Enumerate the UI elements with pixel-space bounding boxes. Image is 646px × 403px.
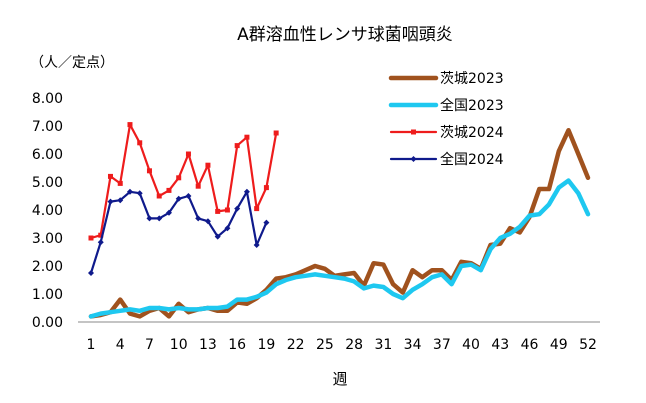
data-point <box>214 233 221 240</box>
data-point <box>166 187 172 193</box>
data-point <box>97 239 104 246</box>
data-point <box>176 175 182 181</box>
data-point <box>185 151 191 157</box>
x-tick-label: 4 <box>116 337 125 353</box>
data-point <box>146 168 152 174</box>
x-tick-label: 52 <box>579 337 597 353</box>
data-point <box>195 183 201 189</box>
series-line-2 <box>88 178 591 319</box>
legend-marker <box>411 129 416 135</box>
data-point <box>146 215 153 222</box>
chart-title: A群溶血性レンサ球菌咽頭炎 <box>237 25 453 45</box>
y-axis-label: （人／定点） <box>30 55 114 71</box>
data-point <box>88 235 94 241</box>
data-point <box>234 205 241 212</box>
x-tick-label: 46 <box>521 337 539 353</box>
x-tick-label: 31 <box>374 337 392 353</box>
legend: 茨城2023 全国2023 茨城2024 全国2024 <box>388 71 504 168</box>
data-point <box>234 143 240 149</box>
legend-marker <box>410 156 417 162</box>
data-point <box>254 206 260 212</box>
data-point <box>156 193 162 199</box>
data-point <box>263 185 269 191</box>
data-point <box>224 225 231 232</box>
y-tick-label: 7.00 <box>32 119 63 135</box>
x-tick-label: 43 <box>491 337 509 353</box>
y-tick-label: 0.00 <box>32 315 63 331</box>
y-tick-label: 5.00 <box>32 175 63 191</box>
data-point <box>195 215 202 222</box>
x-tick-label: 13 <box>199 337 217 353</box>
data-point <box>273 130 279 136</box>
data-point <box>117 180 123 186</box>
data-point <box>253 242 260 248</box>
data-point <box>137 140 143 146</box>
data-point <box>88 270 94 276</box>
x-tick-label: 7 <box>145 337 154 353</box>
x-tick-label: 10 <box>170 337 188 353</box>
data-point <box>204 218 211 225</box>
legend-label: 全国2023 <box>440 97 504 114</box>
data-point <box>215 208 221 214</box>
y-tick-label: 6.00 <box>32 147 63 163</box>
x-tick-label: 37 <box>433 337 451 353</box>
data-point <box>205 162 211 168</box>
x-tick-label: 49 <box>550 337 568 353</box>
legend-label: 茨城2023 <box>440 71 504 87</box>
x-axis-label: 週 <box>332 370 347 388</box>
data-point <box>185 193 192 199</box>
x-tick-label: 1 <box>87 337 96 353</box>
data-point <box>244 134 250 140</box>
x-tick-label: 16 <box>228 337 246 353</box>
plot-area <box>88 122 591 319</box>
x-tick-label: 22 <box>287 337 305 353</box>
data-point <box>107 173 113 179</box>
data-point <box>117 197 124 204</box>
data-point <box>175 195 182 202</box>
y-tick-label: 2.00 <box>32 259 63 275</box>
y-tick-label: 3.00 <box>32 231 63 247</box>
data-point <box>165 209 172 216</box>
data-point <box>126 188 133 195</box>
y-tick-label: 8.00 <box>32 91 63 107</box>
data-point <box>98 232 104 238</box>
y-tick-label: 4.00 <box>32 203 63 219</box>
x-tick-label: 40 <box>462 337 480 353</box>
x-tick-label: 34 <box>404 337 422 353</box>
data-point <box>263 219 270 226</box>
data-point <box>156 215 163 222</box>
data-point <box>136 190 143 197</box>
x-tick-label: 25 <box>316 337 334 353</box>
data-point <box>243 188 250 195</box>
legend-label: 茨城2024 <box>440 125 504 141</box>
data-point <box>107 198 114 205</box>
x-tick-label: 28 <box>345 337 363 353</box>
data-point <box>224 207 230 213</box>
legend-label: 全国2024 <box>440 151 504 168</box>
y-axis: 0.00 1.00 2.00 3.00 4.00 5.00 6.00 7.00 8.00 <box>32 91 63 331</box>
x-axis: 1 4 7 10 13 16 19 22 25 28 31 34 37 40 43 46 49 52 <box>87 337 597 353</box>
data-point <box>127 122 133 128</box>
y-tick-label: 1.00 <box>32 287 63 303</box>
x-tick-label: 19 <box>257 337 275 353</box>
